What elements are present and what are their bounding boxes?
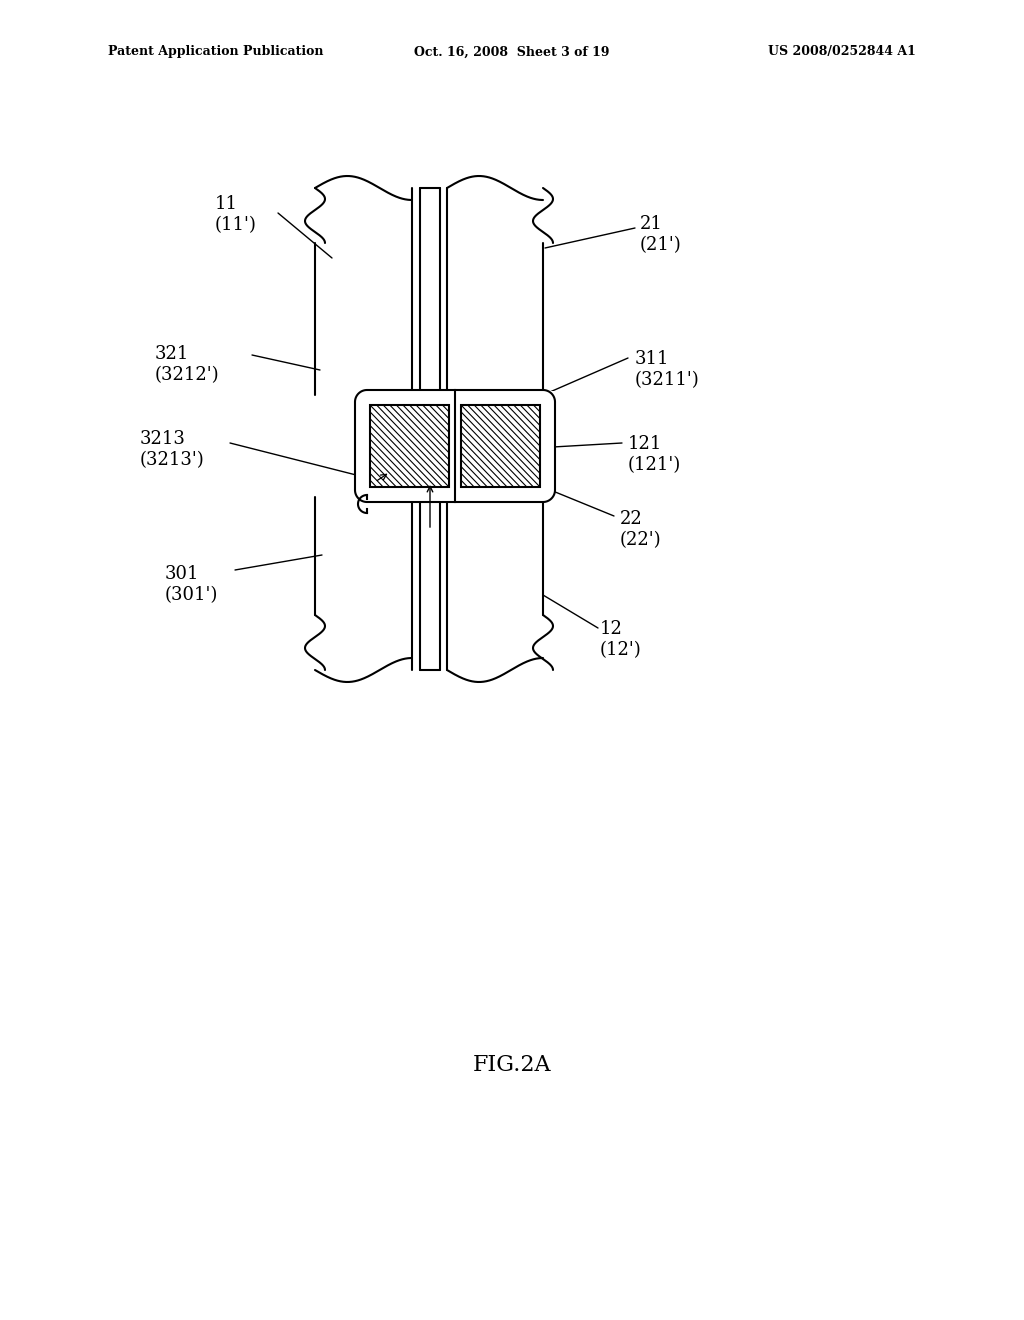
Bar — [461, 405, 540, 487]
Text: 22
(22'): 22 (22') — [620, 510, 662, 549]
Bar — [461, 405, 540, 487]
Text: 21
(21'): 21 (21') — [640, 215, 682, 253]
Text: 301
(301'): 301 (301') — [165, 565, 218, 603]
Text: US 2008/0252844 A1: US 2008/0252844 A1 — [768, 45, 916, 58]
Text: 12
(12'): 12 (12') — [600, 620, 642, 659]
Text: FIG.2A: FIG.2A — [473, 1053, 551, 1076]
Text: 11
(11'): 11 (11') — [215, 195, 257, 234]
Bar — [370, 405, 449, 487]
Text: Oct. 16, 2008  Sheet 3 of 19: Oct. 16, 2008 Sheet 3 of 19 — [415, 45, 609, 58]
Text: 321
(3212'): 321 (3212') — [155, 345, 219, 384]
Text: 311
(3211'): 311 (3211') — [635, 350, 699, 389]
Text: Patent Application Publication: Patent Application Publication — [108, 45, 324, 58]
Text: 121
(121'): 121 (121') — [628, 436, 681, 474]
Bar — [356, 391, 554, 502]
Text: 3213
(3213'): 3213 (3213') — [140, 430, 205, 469]
Bar — [370, 405, 449, 487]
